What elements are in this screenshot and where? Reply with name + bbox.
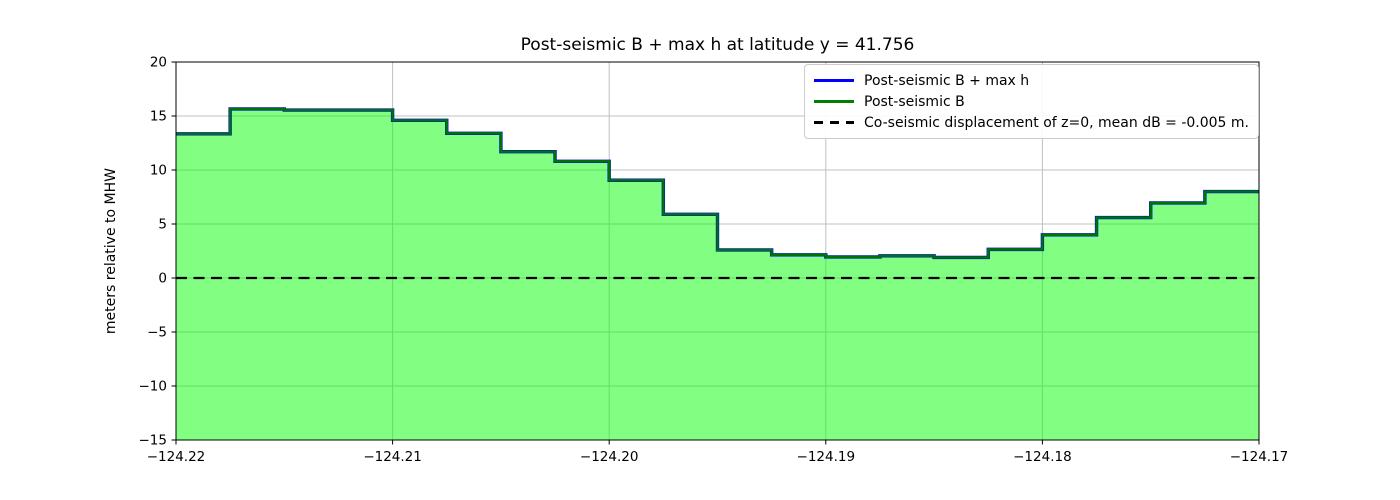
legend-label: Co-seismic displacement of z=0, mean dB … [864,114,1249,131]
legend-item: Post-seismic B [814,91,1249,112]
y-axis-label: meters relative to MHW [103,167,119,335]
y-tick-label: 15 [150,109,167,125]
y-tick-label: −10 [139,379,168,395]
x-tick-label: −124.18 [1013,449,1072,465]
legend-label: Post-seismic B [864,93,965,110]
legend-item: Post-seismic B + max h [814,70,1249,91]
x-tick-label: −124.19 [797,449,856,465]
legend-line-sample-blue [814,79,854,82]
chart-title: Post-seismic B + max h at latitude y = 4… [520,35,915,55]
y-tick-label: 20 [150,55,167,71]
y-tick-label: −5 [147,325,167,341]
area-fill-post-seismic-b [176,108,1259,440]
x-tick-label: −124.17 [1230,449,1289,465]
legend-line-sample-green [814,100,854,103]
legend: Post-seismic B + max h Post-seismic B Co… [804,64,1259,139]
legend-line-sample-dashed [814,121,854,124]
legend-label: Post-seismic B + max h [864,72,1030,89]
x-tick-label: −124.21 [363,449,422,465]
y-tick-label: 5 [158,217,167,233]
y-tick-label: 0 [158,271,167,287]
line-post-seismic-b [176,107,1259,259]
x-tick-label: −124.20 [580,449,639,465]
legend-item: Co-seismic displacement of z=0, mean dB … [814,112,1249,133]
y-tick-label: 10 [150,163,167,179]
y-tick-label: −15 [139,433,168,449]
axes-frame [175,61,1260,441]
x-tick-label: −124.22 [147,449,206,465]
